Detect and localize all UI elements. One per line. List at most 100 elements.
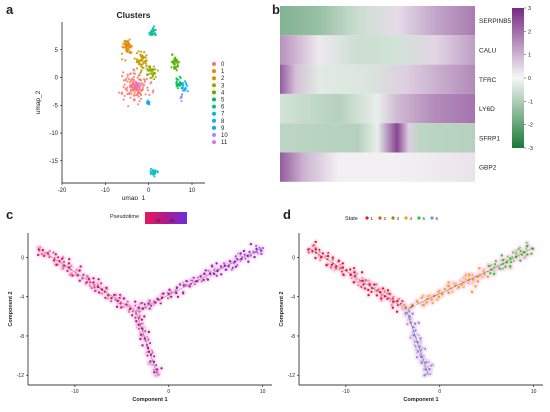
data-point bbox=[489, 272, 492, 275]
data-point bbox=[130, 45, 134, 48]
data-point bbox=[137, 50, 140, 53]
data-point bbox=[131, 80, 135, 84]
x-tick-label: -10 bbox=[71, 389, 78, 395]
data-point bbox=[136, 87, 139, 90]
trajectory-line bbox=[135, 247, 263, 312]
data-point bbox=[396, 299, 399, 303]
data-point bbox=[78, 269, 81, 272]
data-point bbox=[129, 72, 132, 75]
data-point bbox=[139, 78, 142, 81]
data-point bbox=[337, 259, 341, 262]
data-point bbox=[386, 289, 390, 292]
y-tick-label: -5 bbox=[53, 103, 59, 109]
data-point bbox=[97, 278, 100, 281]
data-point bbox=[129, 50, 132, 53]
data-point bbox=[259, 249, 263, 252]
data-point bbox=[151, 168, 154, 171]
data-point bbox=[153, 170, 157, 173]
x-axis-label: umap_1 bbox=[122, 195, 146, 200]
data-point bbox=[118, 91, 121, 94]
data-point bbox=[79, 265, 82, 268]
data-point bbox=[37, 253, 40, 257]
trajectory-line bbox=[406, 311, 429, 376]
y-tick-label: -4 bbox=[291, 295, 296, 301]
legend-key-6 bbox=[430, 216, 434, 220]
data-point bbox=[145, 54, 148, 57]
data-point bbox=[120, 58, 124, 61]
data-point bbox=[128, 91, 131, 95]
data-point bbox=[178, 60, 181, 64]
data-point bbox=[137, 78, 140, 81]
data-point bbox=[425, 301, 429, 304]
data-point bbox=[173, 57, 176, 60]
trajectory-line bbox=[308, 247, 403, 307]
data-point bbox=[220, 273, 223, 276]
data-point bbox=[140, 65, 143, 68]
data-point bbox=[140, 88, 144, 92]
data-point bbox=[177, 78, 180, 81]
legend-label-3: 3 bbox=[397, 216, 400, 221]
data-point bbox=[135, 84, 139, 87]
data-point bbox=[424, 368, 427, 371]
data-point bbox=[174, 67, 178, 71]
data-point bbox=[149, 167, 153, 170]
data-point bbox=[530, 252, 533, 255]
state-series-6 bbox=[402, 308, 436, 379]
data-point bbox=[143, 61, 146, 64]
data-point bbox=[71, 274, 74, 277]
data-point bbox=[154, 29, 157, 32]
data-point bbox=[113, 293, 116, 297]
x-tick-label: -10 bbox=[101, 188, 110, 194]
data-point bbox=[125, 77, 128, 80]
data-point bbox=[150, 68, 153, 71]
data-point bbox=[428, 367, 431, 371]
data-point bbox=[141, 344, 144, 347]
legend-key-3 bbox=[212, 83, 216, 88]
data-point bbox=[176, 295, 180, 298]
data-point bbox=[175, 286, 179, 290]
data-point bbox=[408, 315, 411, 318]
panel-a: a Clusters -20 -10 0 10 5 0 -5 -10 -15 umap_1 umap_2… bbox=[0, 0, 270, 200]
panel-b: b SERPINB5 CALU TFRC LY6D SFRP1 GBP2 3 2 1 0 -1 -2 -3 bbox=[270, 0, 550, 200]
data-point bbox=[92, 277, 95, 280]
data-point bbox=[150, 81, 153, 84]
data-point bbox=[330, 263, 334, 266]
cluster-series-6 bbox=[148, 25, 157, 37]
data-point bbox=[122, 98, 125, 101]
data-point bbox=[151, 30, 155, 33]
legend-label-6: 6 bbox=[436, 216, 439, 221]
data-point bbox=[137, 323, 140, 327]
legend-key-2 bbox=[212, 76, 216, 81]
legend-label-5: 5 bbox=[423, 216, 426, 221]
data-point bbox=[154, 33, 157, 37]
data-point bbox=[167, 292, 170, 295]
data-point bbox=[508, 257, 512, 260]
data-point bbox=[177, 83, 181, 86]
data-point bbox=[120, 52, 124, 55]
data-point bbox=[135, 52, 139, 55]
data-point bbox=[130, 92, 133, 95]
data-point bbox=[43, 254, 46, 258]
data-point bbox=[138, 62, 141, 65]
data-point bbox=[137, 95, 140, 98]
gene-heatmap: b SERPINB5 CALU TFRC LY6D SFRP1 GBP2 3 2 1 0 -1 -2 -3 bbox=[272, 2, 533, 182]
data-point bbox=[181, 89, 184, 92]
x-axis-label: Component 1 bbox=[403, 397, 438, 403]
data-point bbox=[135, 93, 138, 97]
data-point bbox=[143, 56, 146, 59]
data-point bbox=[140, 59, 143, 62]
data-point bbox=[135, 67, 139, 70]
data-point bbox=[92, 280, 95, 284]
legend-label-7: 7 bbox=[221, 112, 225, 118]
data-point bbox=[474, 285, 477, 288]
data-point bbox=[137, 103, 140, 106]
data-point bbox=[128, 45, 131, 48]
legend-key-7 bbox=[212, 111, 216, 116]
data-point bbox=[145, 64, 148, 67]
data-point bbox=[176, 62, 179, 65]
legend-key-4 bbox=[404, 216, 408, 220]
data-point bbox=[139, 84, 143, 87]
data-point bbox=[447, 291, 450, 295]
data-point bbox=[188, 285, 191, 288]
data-point bbox=[129, 96, 132, 99]
